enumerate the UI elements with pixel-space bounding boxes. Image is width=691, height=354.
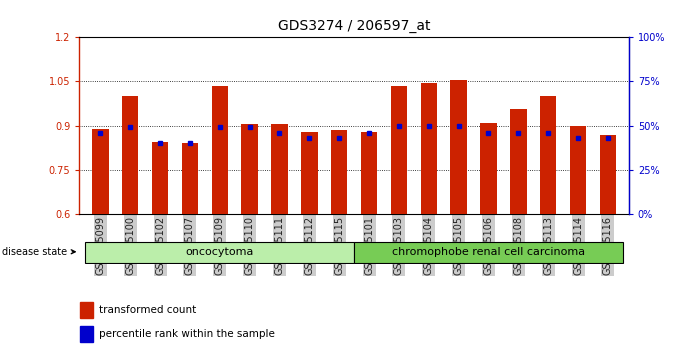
- Bar: [540, 96, 556, 214]
- Bar: [354, 242, 623, 263]
- Bar: [241, 124, 258, 214]
- Bar: [510, 109, 527, 214]
- Bar: [182, 143, 198, 214]
- Bar: [211, 86, 228, 214]
- Bar: [301, 132, 318, 214]
- Bar: [361, 132, 377, 214]
- Bar: [421, 83, 437, 214]
- Bar: [480, 123, 497, 214]
- Bar: [80, 326, 93, 342]
- Bar: [272, 124, 287, 214]
- Bar: [122, 96, 138, 214]
- Text: oncocytoma: oncocytoma: [186, 247, 254, 257]
- Bar: [80, 302, 93, 318]
- Bar: [331, 130, 348, 214]
- Text: disease state: disease state: [1, 247, 75, 257]
- Text: transformed count: transformed count: [99, 305, 196, 315]
- Bar: [86, 242, 354, 263]
- Bar: [570, 126, 586, 214]
- Title: GDS3274 / 206597_at: GDS3274 / 206597_at: [278, 19, 430, 33]
- Bar: [152, 142, 169, 214]
- Bar: [390, 86, 407, 214]
- Bar: [92, 129, 108, 214]
- Text: chromophobe renal cell carcinoma: chromophobe renal cell carcinoma: [392, 247, 585, 257]
- Bar: [451, 80, 467, 214]
- Text: percentile rank within the sample: percentile rank within the sample: [99, 329, 274, 339]
- Bar: [600, 135, 616, 214]
